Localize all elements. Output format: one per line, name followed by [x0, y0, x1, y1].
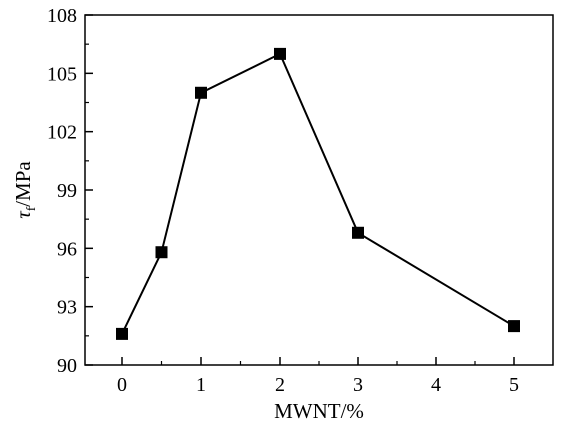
y-tick-label: 96 [57, 238, 77, 260]
y-axis-title: τf/MPa [11, 161, 38, 219]
x-tick-label: 2 [275, 374, 285, 396]
data-point-marker [508, 320, 520, 333]
x-tick-label: 0 [117, 374, 127, 396]
data-point-marker [195, 86, 207, 99]
series-layer [116, 47, 520, 340]
x-tick-label: 3 [353, 374, 363, 396]
y-axis-title-subscript: f [23, 206, 38, 211]
x-axis-ticks: 0 1 2 3 4 5 [117, 357, 519, 396]
series-line [121, 52, 515, 335]
svg-text:τf/MPa: τf/MPa [11, 161, 38, 219]
y-axis-title-symbol: τ [11, 210, 35, 219]
data-point-marker [352, 226, 364, 239]
plot-frame [84, 14, 554, 366]
y-tick-label: 93 [57, 297, 77, 319]
y-tick-label: 105 [47, 63, 77, 85]
y-tick-label: 90 [57, 355, 77, 377]
data-point-marker [116, 327, 128, 340]
y-axis-ticks: 90 93 96 99 102 105 108 [47, 5, 93, 377]
y-tick-label: 102 [47, 122, 77, 144]
y-axis-title-unit: /MPa [11, 161, 35, 207]
x-axis-title: MWNT/% [274, 399, 364, 423]
y-tick-label: 108 [47, 5, 77, 27]
x-tick-label: 1 [196, 374, 206, 396]
data-point-marker [274, 47, 286, 60]
x-tick-label: 4 [431, 374, 441, 396]
y-tick-label: 99 [57, 180, 77, 202]
x-tick-label: 5 [509, 374, 519, 396]
data-point-marker [155, 246, 168, 259]
